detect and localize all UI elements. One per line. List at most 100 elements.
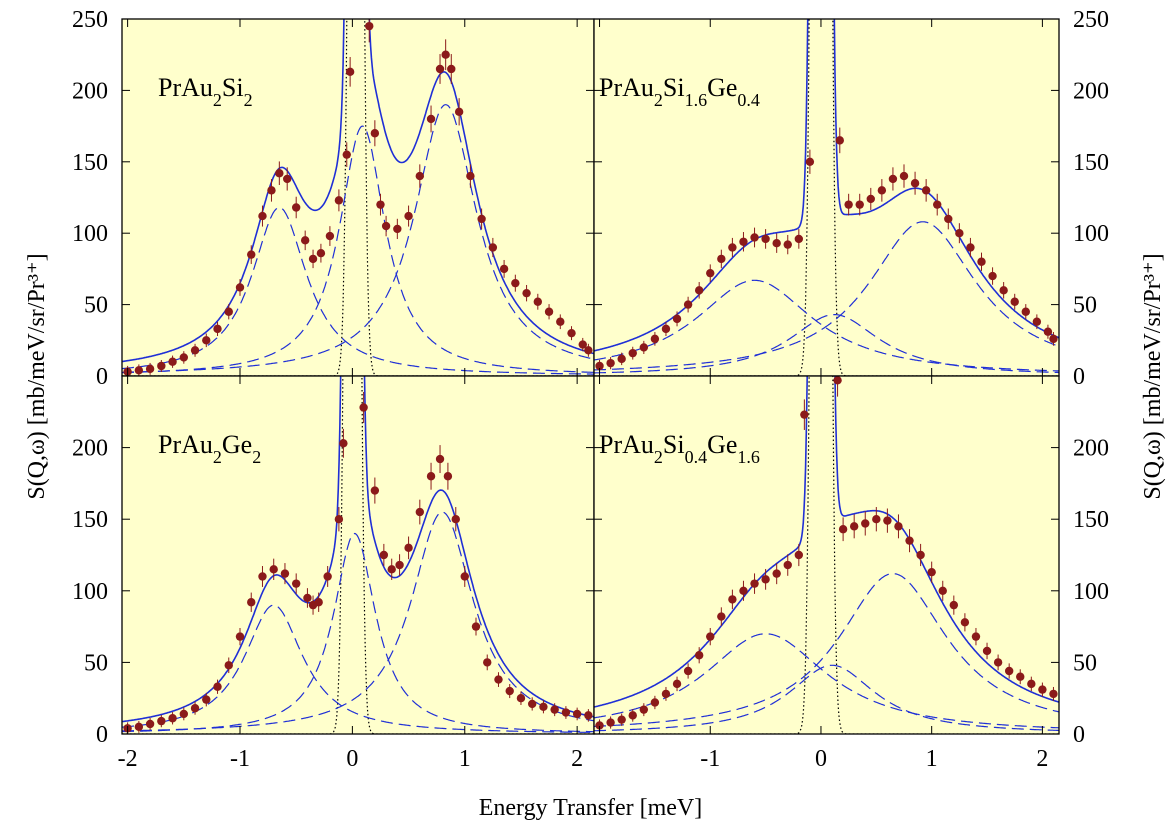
data-point <box>258 572 267 581</box>
data-point <box>190 704 200 713</box>
data-point <box>190 346 200 355</box>
data-point <box>426 472 436 481</box>
data-point <box>794 550 804 560</box>
data-point <box>717 612 726 621</box>
y-tick-label-left: 200 <box>72 78 108 104</box>
data-point <box>451 515 460 524</box>
data-point <box>483 658 492 667</box>
data-point <box>683 300 693 309</box>
data-point <box>694 286 704 295</box>
data-point <box>179 709 189 719</box>
data-point <box>157 716 166 726</box>
data-point <box>339 439 348 448</box>
data-point <box>1049 689 1058 699</box>
data-point <box>511 278 520 288</box>
y-tick-label-left: 150 <box>72 150 108 176</box>
data-point <box>694 651 704 660</box>
data-point <box>927 567 936 577</box>
data-point <box>672 314 682 324</box>
data-point <box>145 719 155 729</box>
data-point <box>387 565 396 574</box>
data-point <box>443 472 453 481</box>
data-point <box>316 248 326 258</box>
data-point <box>944 214 953 224</box>
data-point <box>772 238 781 248</box>
data-point <box>235 283 245 292</box>
data-point <box>639 343 649 352</box>
data-point <box>280 569 290 578</box>
panel-background <box>122 19 594 376</box>
data-point <box>235 632 245 641</box>
data-point <box>454 107 464 117</box>
x-tick-label: 2 <box>571 746 583 772</box>
x-axis-label: Energy Transfer [meV] <box>479 795 703 821</box>
data-point <box>1010 297 1019 306</box>
data-point <box>300 236 310 245</box>
data-point <box>516 694 526 703</box>
inelastic-component-1 <box>122 604 594 733</box>
data-point <box>606 718 615 727</box>
data-point <box>213 682 222 691</box>
data-point <box>805 157 815 166</box>
data-point <box>258 211 267 221</box>
data-point <box>370 129 380 138</box>
data-point <box>977 257 986 266</box>
data-point <box>168 357 177 366</box>
data-point <box>606 358 615 368</box>
data-point <box>739 237 748 246</box>
data-point <box>267 186 276 195</box>
data-point <box>471 622 481 631</box>
data-point <box>291 203 301 212</box>
x-tick-label: -2 <box>118 746 138 772</box>
data-point <box>325 231 335 241</box>
y-tick-label-left: 50 <box>84 293 108 319</box>
data-point <box>584 346 593 355</box>
data-point <box>460 572 469 581</box>
x-tick-label: 0 <box>346 746 358 772</box>
data-point <box>494 675 503 684</box>
data-point <box>1038 685 1047 694</box>
data-point <box>539 702 548 711</box>
data-point <box>441 50 450 59</box>
data-point <box>905 536 914 545</box>
data-point <box>477 214 486 224</box>
data-point <box>783 560 792 570</box>
data-point <box>345 67 355 77</box>
data-point <box>527 699 537 709</box>
y-axis-label-right: S(Q,ω) [mb/meV/sr/Pr³⁺] <box>1140 253 1166 499</box>
data-point <box>365 21 374 31</box>
data-point <box>567 328 576 338</box>
panel-plot-area <box>122 376 594 734</box>
panel-frame <box>593 375 1060 735</box>
data-point <box>323 572 332 581</box>
data-point <box>168 714 177 723</box>
data-point <box>404 211 413 221</box>
data-point <box>706 632 715 641</box>
data-point <box>971 632 981 641</box>
data-point <box>224 307 233 316</box>
data-point <box>982 646 992 656</box>
data-point <box>783 240 792 249</box>
inelastic-component-2 <box>594 221 1059 371</box>
data-point <box>435 64 445 74</box>
data-point <box>750 579 759 588</box>
x-tick-label: -1 <box>230 746 250 772</box>
data-point <box>938 586 947 595</box>
data-point <box>933 200 942 209</box>
quasielastic-component <box>594 314 1059 374</box>
data-point <box>1032 317 1042 326</box>
data-point <box>308 254 318 264</box>
y-tick-label-left: 0 <box>96 722 108 748</box>
data-point <box>381 221 391 231</box>
inelastic-component-1 <box>594 279 1059 372</box>
panel-label-PrAu2Ge2: PrAu2Ge2 <box>158 430 261 467</box>
panel-label-PrAu2Si1.6Ge0.4: PrAu2Si1.6Ge0.4 <box>599 73 760 110</box>
y-tick-label-right: 50 <box>1073 650 1097 676</box>
data-point <box>717 254 726 264</box>
data-point <box>466 171 475 181</box>
data-point <box>404 543 413 553</box>
total-fit-line <box>594 19 1059 352</box>
data-point <box>291 579 301 588</box>
data-point <box>838 525 848 534</box>
data-point <box>910 179 920 188</box>
